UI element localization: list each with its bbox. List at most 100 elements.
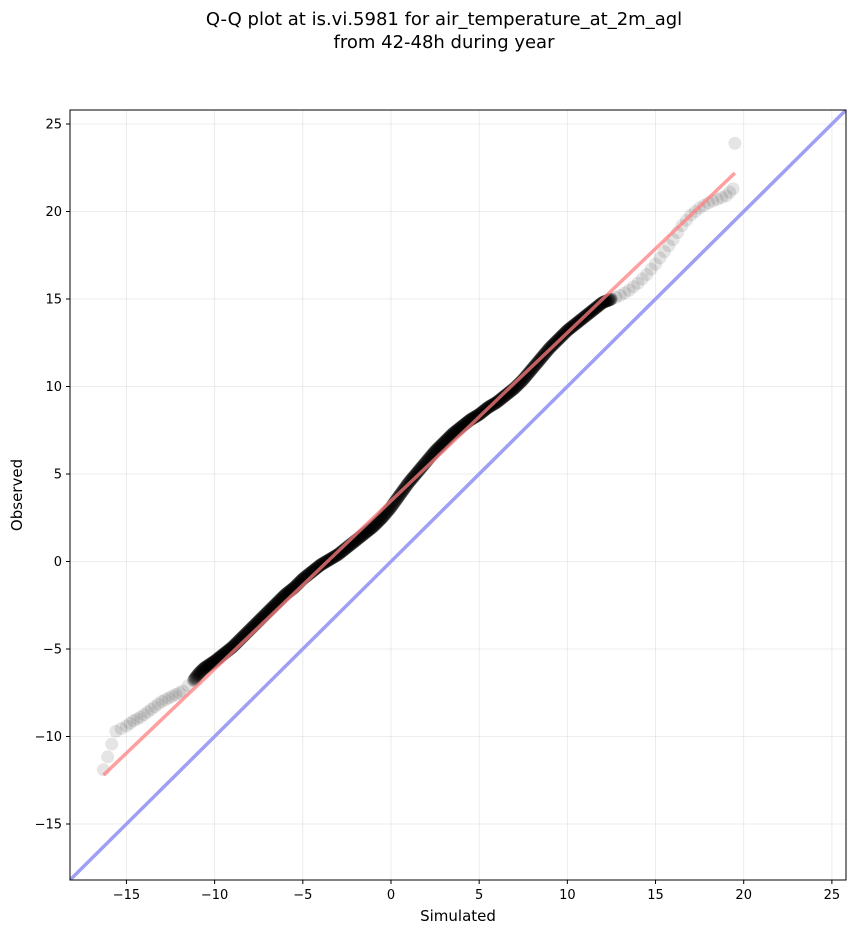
quantile-point <box>500 388 513 402</box>
quantile-point <box>123 716 137 730</box>
quantile-point <box>331 547 345 561</box>
quantile-point <box>201 659 215 673</box>
quantile-point <box>521 367 535 381</box>
quantile-point <box>594 297 608 311</box>
quantile-point <box>493 393 507 407</box>
quantile-point <box>200 659 214 673</box>
quantile-point <box>203 657 217 671</box>
quantile-point <box>335 545 349 559</box>
quantile-point <box>314 557 328 571</box>
quantile-point <box>191 668 205 682</box>
quantile-point <box>653 251 667 265</box>
quantile-point <box>310 561 324 575</box>
quantile-point <box>410 466 424 480</box>
quantile-point <box>204 657 218 671</box>
quantile-point <box>193 666 207 680</box>
quantile-point <box>592 299 606 313</box>
quantile-point <box>312 559 326 573</box>
quantile-point <box>190 669 204 683</box>
quantile-point <box>409 467 423 481</box>
quantile-point <box>412 464 426 478</box>
quantile-point <box>500 387 514 401</box>
quantile-point <box>313 559 327 573</box>
quantile-point <box>468 410 482 424</box>
quantile-point <box>410 465 424 479</box>
quantile-point <box>470 409 484 423</box>
quantile-point <box>520 368 534 382</box>
quantile-point <box>469 409 483 423</box>
quantile-point <box>367 519 381 533</box>
quantile-points <box>97 136 742 777</box>
quantile-point <box>597 295 610 309</box>
quantile-point <box>195 663 209 677</box>
quantile-point <box>496 391 510 405</box>
quantile-point <box>119 719 133 733</box>
quantile-point <box>391 491 405 505</box>
quantile-point <box>390 491 404 505</box>
quantile-point <box>335 544 349 558</box>
quantile-point <box>609 290 623 304</box>
quantile-point <box>203 658 217 672</box>
quantile-point <box>191 667 205 681</box>
y-tick-label: −5 <box>43 643 62 658</box>
fit-line-layer <box>102 171 737 777</box>
quantile-point <box>410 466 424 480</box>
quantile-point <box>188 672 202 686</box>
quantile-point <box>726 182 740 196</box>
quantile-point <box>330 548 344 562</box>
quantile-point <box>391 490 405 504</box>
chart-title-line-1: Q-Q plot at is.vi.5981 for air_temperatu… <box>206 9 682 30</box>
x-tick-label: −10 <box>201 888 228 903</box>
quantile-point <box>172 686 186 700</box>
quantile-point <box>310 561 324 575</box>
quantile-point <box>594 297 608 311</box>
quantile-point <box>189 671 203 685</box>
x-tick-label: 25 <box>824 888 841 903</box>
x-axis-ticks: −15 −10 −5 0 5 10 15 20 25 <box>113 880 840 903</box>
quantile-point <box>524 363 538 377</box>
quantile-point <box>191 668 205 682</box>
quantile-point <box>195 664 209 678</box>
quantile-point <box>493 392 507 406</box>
quantile-point <box>393 488 407 502</box>
quantile-point <box>407 469 421 483</box>
quantile-point <box>521 367 535 381</box>
quantile-point <box>412 463 426 477</box>
x-tick-label: 20 <box>735 888 752 903</box>
quantile-point <box>409 467 423 481</box>
quantile-point <box>330 548 344 562</box>
y-tick-label: 15 <box>45 293 62 308</box>
quantile-point <box>640 268 654 281</box>
fit-line <box>102 171 737 777</box>
quantile-point <box>141 705 155 719</box>
quantile-point <box>309 562 323 575</box>
quantile-point <box>631 276 645 290</box>
quantile-point <box>196 662 210 676</box>
quantile-point <box>194 664 208 678</box>
quantile-point <box>591 299 605 313</box>
quantile-point <box>391 490 405 504</box>
quantile-point <box>203 657 217 671</box>
quantile-point <box>190 668 204 682</box>
quantile-point <box>390 492 404 506</box>
quantile-point <box>137 708 151 722</box>
quantile-point <box>188 672 202 686</box>
quantile-point <box>130 712 144 726</box>
quantile-point <box>200 660 214 673</box>
quantile-point <box>710 192 724 206</box>
quantile-point <box>189 670 203 684</box>
quantile-point <box>470 409 484 423</box>
quantile-point <box>407 469 421 483</box>
quantile-point <box>105 737 119 751</box>
quantile-point <box>202 658 216 672</box>
quantile-point <box>594 297 608 311</box>
quantile-point <box>333 546 347 560</box>
quantile-point <box>331 548 345 562</box>
quantile-point <box>194 664 208 678</box>
quantile-point <box>496 390 510 404</box>
quantile-point <box>334 545 348 559</box>
quantile-point <box>199 660 213 674</box>
quantile-point <box>197 662 211 676</box>
y-axis-ticks: −15 −10 −5 0 5 10 15 20 25 <box>35 118 70 833</box>
